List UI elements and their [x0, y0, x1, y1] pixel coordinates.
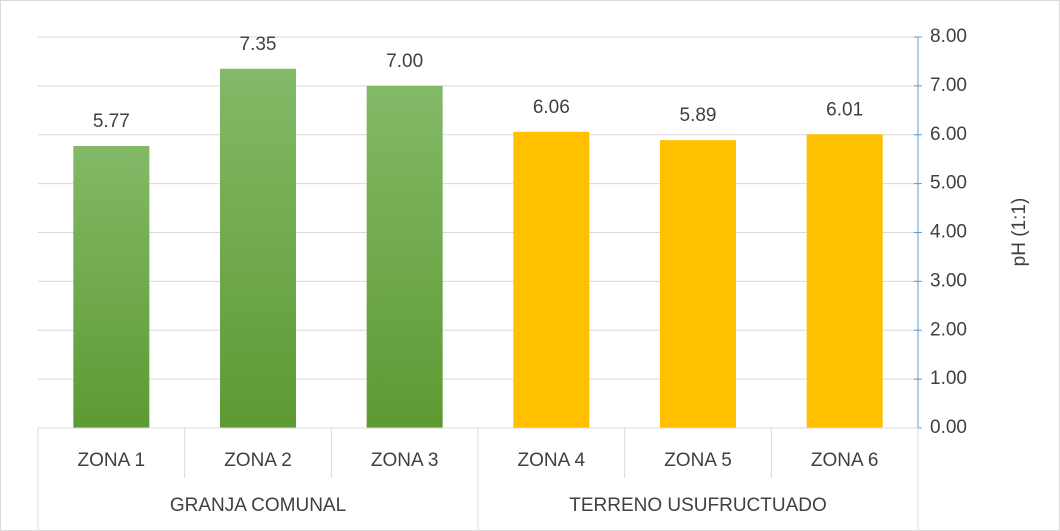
x-tick-label: ZONA 5 [664, 450, 732, 471]
bar [806, 134, 883, 429]
y-tick-label: 4.00 [930, 222, 967, 243]
data-label: 6.06 [533, 97, 570, 118]
bar [366, 85, 443, 428]
y-tick-label: 5.00 [930, 173, 967, 194]
y-axis-title: pH (1:1) [1009, 198, 1030, 267]
y-tick-label: 8.00 [930, 26, 967, 47]
x-tick-label: ZONA 6 [811, 450, 879, 471]
y-tick-label: 1.00 [930, 368, 967, 389]
bar [73, 145, 150, 428]
x-tick-label: ZONA 1 [78, 450, 146, 471]
y-tick-label: 2.00 [930, 319, 967, 340]
x-tick-label: ZONA 2 [224, 450, 292, 471]
data-label: 7.35 [240, 34, 277, 55]
x-tick-label: ZONA 4 [518, 450, 586, 471]
group-label: GRANJA COMUNAL [170, 495, 346, 516]
bar [220, 68, 296, 429]
data-label: 5.77 [93, 111, 130, 132]
y-tick-label: 7.00 [930, 75, 967, 96]
bar [660, 140, 736, 428]
group-label: TERRENO USUFRUCTUADO [569, 495, 827, 516]
data-label: 7.00 [386, 51, 423, 72]
x-tick-label: ZONA 3 [371, 450, 439, 471]
y-tick-label: 6.00 [930, 124, 967, 145]
y-tick-label: 3.00 [930, 270, 967, 291]
data-label: 5.89 [680, 105, 717, 126]
data-label: 6.01 [826, 99, 863, 120]
bar [513, 131, 590, 428]
y-tick-label: 0.00 [930, 417, 967, 438]
